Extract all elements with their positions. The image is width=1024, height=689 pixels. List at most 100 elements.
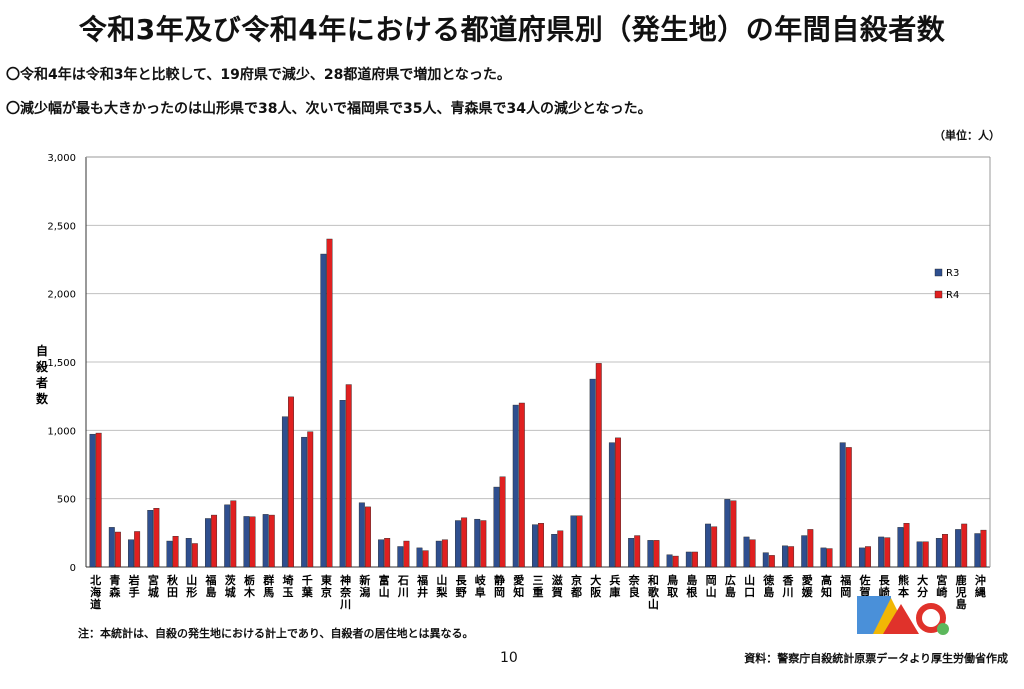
bar-R3 [89, 433, 96, 568]
bar-R4 [576, 515, 583, 568]
x-tick-label-char: 阪 [590, 585, 602, 599]
bar-R4 [461, 517, 468, 568]
bar-R4 [807, 529, 814, 568]
x-tick-label-char: 奈 [339, 585, 352, 599]
x-tick-label-char: 分 [917, 585, 928, 599]
x-tick-label-char: 栃 [244, 573, 255, 587]
bar-chart: 0 500 1,000 1,500 2,000 2,500 3,000 自殺者数北海道青森岩手… [35, 153, 991, 611]
x-tick-label-char: 群 [262, 573, 274, 587]
x-tick-label-char: 木 [243, 585, 256, 599]
x-tick-label-char: 静 [494, 573, 505, 587]
bar-R3 [320, 253, 327, 568]
x-tick-label-char: 根 [686, 585, 698, 599]
bar-R3 [955, 529, 962, 568]
bar-R3 [858, 547, 865, 568]
bar-R4 [288, 396, 294, 568]
x-tick-label-char: 和 [648, 573, 659, 587]
bar-R4 [95, 432, 102, 568]
y-tick-label: 1,500 [47, 358, 76, 369]
x-tick-label-char: 愛 [802, 573, 813, 587]
x-tick-label-char: 鹿 [956, 573, 967, 587]
bar-R4 [634, 535, 641, 568]
bar-R3 [589, 378, 596, 568]
x-tick-label-char: 賀 [858, 585, 870, 599]
x-tick-label-char: 島 [725, 585, 736, 599]
source-note: 資料：警察庁自殺統計原票データより厚生労働省作成 [744, 652, 1008, 665]
bar-R3 [743, 536, 750, 568]
x-tick-label-char: 京 [321, 585, 332, 599]
x-tick-label-char: 神 [340, 573, 351, 587]
x-tick-label-char: 阜 [475, 585, 486, 599]
x-tick-label-char: 山 [648, 597, 659, 611]
x-tick-label-char: 兵 [609, 573, 620, 587]
x-tick-label-char: 田 [167, 586, 178, 599]
legend-label-R4: R4 [946, 290, 959, 301]
bar-R3 [378, 539, 385, 568]
summary-line-1: 〇令和4年は令和3年と比較して、19府県で減少、28都道府県で増加となった。 [6, 67, 511, 83]
x-tick-label-char: 愛 [513, 573, 524, 587]
x-tick-label-char: 新 [359, 573, 370, 587]
x-tick-label-char: 山 [744, 573, 755, 587]
y-axis-label-char: 数 [36, 391, 49, 406]
bar-R4 [653, 540, 660, 568]
x-tick-label-char: 青 [109, 573, 120, 587]
bar-R3 [128, 539, 134, 568]
x-tick-label-char: 川 [397, 586, 409, 599]
bar-R4 [845, 447, 852, 568]
x-tick-label-char: 川 [339, 598, 351, 611]
x-tick-label-char: 佐 [858, 573, 870, 587]
bar-R3 [397, 546, 404, 568]
bar-R3 [897, 527, 904, 568]
legend-swatch-R4 [934, 290, 943, 299]
bar-R4 [557, 530, 564, 568]
x-tick-label-char: 鳥 [667, 573, 678, 587]
bar-R3 [358, 502, 365, 568]
bar-R3 [551, 534, 558, 568]
bar-R4 [499, 476, 506, 568]
x-tick-label-char: 大 [917, 573, 928, 587]
x-tick-label-char: 児 [955, 585, 967, 599]
x-tick-label-char: 馬 [263, 586, 274, 599]
footnote: 注：本統計は、自殺の発生地における計上であり、自殺者の居住地とは異なる。 [78, 627, 474, 640]
bar-R4 [480, 520, 487, 568]
y-tick-label: 0 [70, 563, 76, 574]
bar-R3 [108, 527, 115, 568]
bar-R3 [532, 524, 538, 568]
x-tick-label-char: 取 [667, 586, 678, 599]
bar-R3 [608, 442, 615, 568]
bar-R4 [826, 548, 833, 568]
bar-R3 [685, 551, 692, 568]
x-tick-label-char: 山 [436, 573, 447, 587]
x-tick-label-char: 長 [456, 574, 468, 587]
bar-R3 [339, 400, 346, 568]
bar-R4 [595, 363, 602, 568]
x-tick-label-char: 福 [416, 573, 428, 587]
x-tick-label-char: 富 [379, 573, 390, 587]
x-tick-label-char: 奈 [628, 573, 641, 587]
bar-R4 [980, 529, 987, 568]
x-tick-label-char: 広 [725, 573, 736, 587]
y-tick-label: 500 [57, 495, 76, 506]
bar-R3 [262, 514, 269, 568]
x-tick-label-char: 潟 [359, 585, 370, 599]
y-tick-label: 2,000 [47, 290, 76, 301]
page-number: 10 [500, 650, 518, 666]
bar-R4 [230, 500, 237, 568]
bar-R4 [711, 526, 718, 568]
bar-R3 [493, 486, 500, 568]
x-tick-label-char: 梨 [435, 585, 448, 599]
x-tick-label-char: 井 [417, 585, 428, 599]
bar-R4 [191, 543, 198, 568]
x-tick-label-char: 野 [456, 586, 467, 599]
bar-R3 [474, 518, 481, 568]
x-tick-label-char: 熊 [898, 573, 909, 587]
x-tick-label-char: 形 [186, 586, 197, 599]
bar-R3 [147, 510, 154, 568]
bar-R4 [749, 539, 756, 568]
x-tick-label-char: 宮 [936, 573, 947, 587]
y-axis-label-char: 者 [35, 375, 48, 390]
x-tick-label-char: 縄 [975, 585, 986, 599]
x-tick-label-char: 賀 [551, 585, 563, 599]
bar-R3 [281, 416, 288, 568]
x-tick-label-char: 福 [205, 573, 217, 587]
